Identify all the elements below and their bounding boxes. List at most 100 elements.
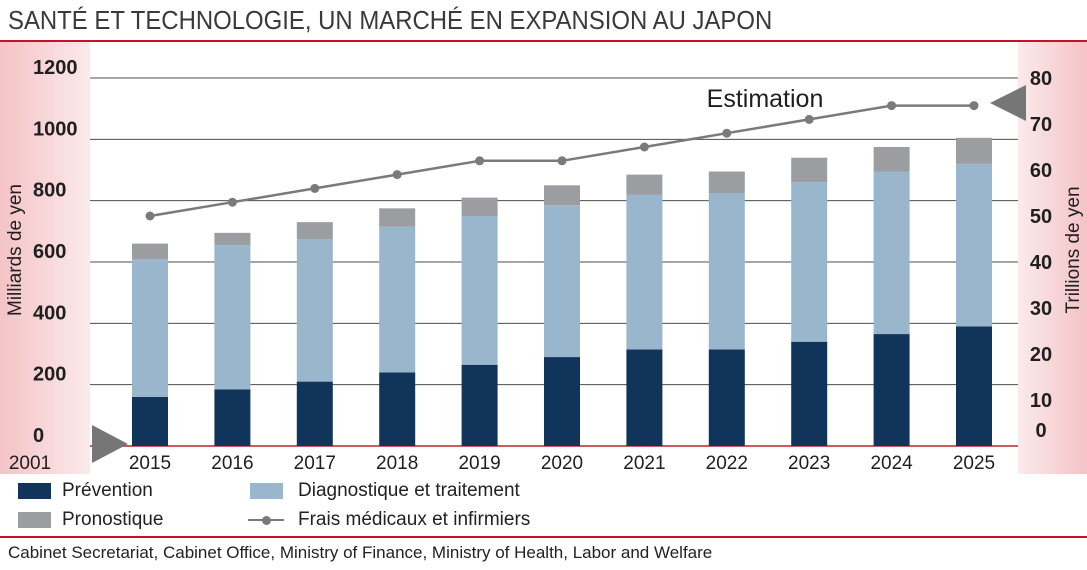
legend-label-frais: Frais médicaux et infirmiers xyxy=(298,509,531,530)
bar-segment-diagnostique-et-traitement-2019 xyxy=(461,216,498,365)
left-axis-title: Milliards de yen xyxy=(5,184,26,316)
bar-segment-diagnostique-et-traitement-2022 xyxy=(708,193,745,350)
y-right-tick-label: 70 xyxy=(1030,114,1052,136)
bar-segment-pronostique-2018 xyxy=(379,208,416,227)
bar-segment-pronostique-2023 xyxy=(791,157,828,183)
right-axis-ticks: 0 10 20 30 40 50 60 70 80 xyxy=(1030,68,1052,442)
y-right-tick-label: 0 xyxy=(1035,420,1046,442)
bar-stack-2025 xyxy=(956,137,992,446)
legend-dot-frais xyxy=(262,515,271,525)
bar-segment-prevention-2022 xyxy=(708,349,745,446)
left-axis-band xyxy=(0,42,90,474)
bar-segment-diagnostique-et-traitement-2016 xyxy=(214,245,251,390)
bar-stack-2023 xyxy=(791,157,828,446)
estimation-annotation: Estimation xyxy=(707,85,824,113)
bar-segment-prevention-2016 xyxy=(214,389,251,446)
line-point-2025 xyxy=(969,101,979,111)
bar-stack-2017 xyxy=(296,222,333,446)
bar-segment-diagnostique-et-traitement-2025 xyxy=(956,163,992,327)
y-left-tick-label: 1000 xyxy=(33,118,78,140)
estimation-arrow-icon xyxy=(990,85,1026,121)
title-rule xyxy=(0,40,1087,42)
bar-segment-pronostique-2016 xyxy=(214,232,251,246)
bar-segment-diagnostique-et-traitement-2017 xyxy=(296,239,333,382)
line-point-2020 xyxy=(557,156,567,166)
y-right-tick-label: 20 xyxy=(1030,344,1052,366)
y-left-tick-label: 1200 xyxy=(33,57,78,79)
bar-segment-pronostique-2025 xyxy=(956,137,992,164)
right-axis-band xyxy=(1018,42,1087,474)
y-right-tick-label: 30 xyxy=(1030,298,1052,320)
source-rule xyxy=(0,536,1087,538)
bar-segment-prevention-2021 xyxy=(626,349,663,446)
axis-break-arrow-icon xyxy=(92,425,128,463)
line-point-2022 xyxy=(722,128,732,138)
legend-swatch-prevention xyxy=(18,483,51,499)
line-point-2018 xyxy=(392,170,402,180)
x-tick-label: 2022 xyxy=(706,453,748,474)
bar-segment-diagnostique-et-traitement-2024 xyxy=(873,171,910,335)
y-left-tick-label: 400 xyxy=(33,302,66,324)
x-tick-label: 2018 xyxy=(376,453,418,474)
bar-segment-pronostique-2017 xyxy=(296,222,333,239)
legend-label-pronostique: Pronostique xyxy=(62,509,164,530)
bar-segment-prevention-2017 xyxy=(296,381,333,446)
line-point-2023 xyxy=(804,114,814,124)
x-tick-label: 2023 xyxy=(788,453,830,474)
y-right-tick-label: 40 xyxy=(1030,252,1052,274)
x-tick-label: 2024 xyxy=(870,453,913,474)
bar-stack-2021 xyxy=(626,174,663,446)
page-title: SANTÉ ET TECHNOLOGIE, UN MARCHÉ EN EXPAN… xyxy=(8,5,773,35)
bar-segment-pronostique-2019 xyxy=(461,197,498,216)
legend: Prévention Diagnostique et traitement Pr… xyxy=(0,476,1087,534)
bar-segment-diagnostique-et-traitement-2023 xyxy=(791,182,828,342)
bar-segment-prevention-2025 xyxy=(956,326,992,446)
bar-segment-pronostique-2021 xyxy=(626,174,663,195)
bar-segment-pronostique-2022 xyxy=(708,171,745,193)
x-tick-label: 2017 xyxy=(294,453,336,474)
bar-stack-2019 xyxy=(461,197,498,446)
bar-segment-prevention-2015 xyxy=(132,396,168,446)
bar-stack-2024 xyxy=(873,147,910,446)
y-right-tick-label: 50 xyxy=(1030,206,1052,228)
line-point-2015 xyxy=(145,211,155,221)
legend-label-diagnostique: Diagnostique et traitement xyxy=(298,480,520,501)
legend-label-prevention: Prévention xyxy=(62,480,153,501)
line-point-2021 xyxy=(639,142,649,152)
y-left-tick-label: 800 xyxy=(33,180,66,202)
y-right-tick-label: 60 xyxy=(1030,160,1052,182)
line-point-2024 xyxy=(887,101,897,111)
y-left-tick-label: 600 xyxy=(33,241,66,263)
x-tick-label: 2016 xyxy=(211,453,253,474)
bar-segment-diagnostique-et-traitement-2015 xyxy=(132,258,168,397)
y-right-tick-label: 10 xyxy=(1030,390,1052,412)
bar-stack-2022 xyxy=(708,171,745,446)
bar-segment-prevention-2019 xyxy=(461,364,498,446)
bar-stacks xyxy=(132,137,992,446)
x-tick-label: 2019 xyxy=(458,453,500,474)
bar-segment-diagnostique-et-traitement-2018 xyxy=(379,226,416,373)
line-point-2016 xyxy=(227,197,237,207)
line-point-2017 xyxy=(310,183,320,193)
x-axis-start-label: 2001 xyxy=(9,453,51,474)
x-tick-label: 2025 xyxy=(953,453,995,474)
x-tick-label: 2020 xyxy=(541,453,583,474)
bar-segment-pronostique-2015 xyxy=(132,243,168,259)
x-axis-ticks: 2001 2015 2016 2017 2018 2019 2020 2021 2022 2023… xyxy=(9,453,995,474)
y-left-tick-label: 0 xyxy=(33,425,44,447)
bar-segment-prevention-2020 xyxy=(544,357,580,446)
bar-segment-diagnostique-et-traitement-2020 xyxy=(544,205,580,358)
bar-segment-prevention-2024 xyxy=(873,334,910,446)
bar-segment-prevention-2018 xyxy=(379,372,416,446)
legend-swatch-pronostique xyxy=(18,512,51,528)
bar-stack-2015 xyxy=(132,243,168,446)
bar-segment-diagnostique-et-traitement-2021 xyxy=(626,194,663,350)
right-axis-title: Trillions de yen xyxy=(1063,186,1084,313)
bar-segment-pronostique-2024 xyxy=(873,147,910,172)
line-series xyxy=(145,101,979,221)
bar-segment-pronostique-2020 xyxy=(544,185,580,206)
bar-stack-2018 xyxy=(379,208,416,446)
bar-stack-2016 xyxy=(214,232,251,446)
x-tick-label: 2021 xyxy=(623,453,665,474)
